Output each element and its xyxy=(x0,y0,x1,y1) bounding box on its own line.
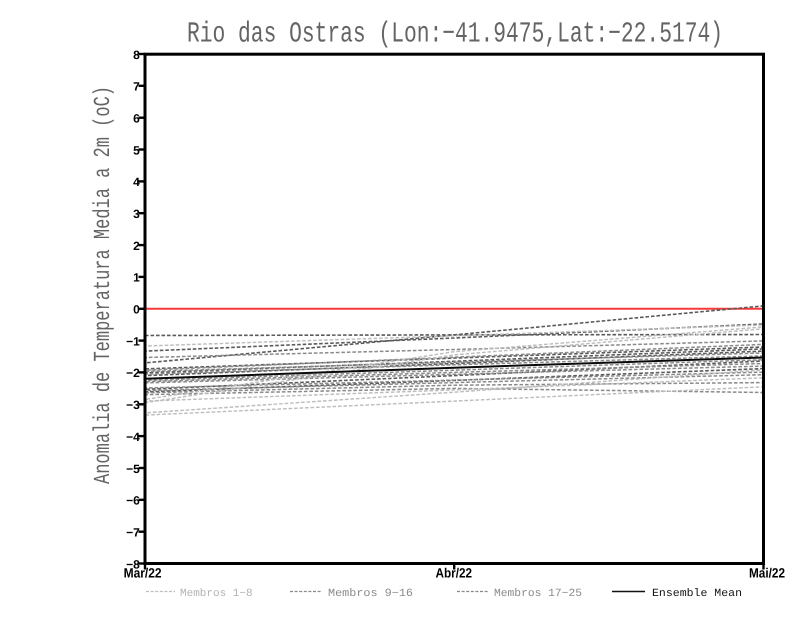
svg-text:Anomalia de Temperatura Media: Anomalia de Temperatura Media a 2m (oC) xyxy=(90,86,116,484)
svg-text:Abr/22: Abr/22 xyxy=(436,565,473,580)
svg-text:−2: −2 xyxy=(126,366,140,380)
svg-text:5: 5 xyxy=(133,143,140,157)
svg-text:−6: −6 xyxy=(126,494,140,508)
svg-text:6: 6 xyxy=(133,112,140,126)
svg-text:−8: −8 xyxy=(126,557,140,571)
svg-text:8: 8 xyxy=(133,48,140,62)
svg-text:Membros 1−8: Membros 1−8 xyxy=(180,588,253,600)
svg-text:−7: −7 xyxy=(126,526,140,540)
svg-text:4: 4 xyxy=(133,175,140,189)
svg-text:0: 0 xyxy=(133,303,140,317)
svg-text:−3: −3 xyxy=(126,398,140,412)
svg-text:Rio das Ostras (Lon:−41.9475,L: Rio das Ostras (Lon:−41.9475,Lat:−22.517… xyxy=(187,18,723,51)
svg-text:Membros 17−25: Membros 17−25 xyxy=(494,588,582,600)
svg-text:−4: −4 xyxy=(126,430,140,444)
svg-text:1: 1 xyxy=(133,271,140,285)
svg-text:7: 7 xyxy=(133,80,140,94)
svg-text:−5: −5 xyxy=(126,462,140,476)
svg-text:2: 2 xyxy=(133,239,140,253)
svg-text:Mai/22: Mai/22 xyxy=(749,565,785,580)
svg-text:Membros 9−16: Membros 9−16 xyxy=(328,588,413,600)
svg-text:Ensemble Mean: Ensemble Mean xyxy=(652,588,742,600)
svg-text:Mar/22: Mar/22 xyxy=(124,565,162,580)
svg-text:3: 3 xyxy=(133,207,140,221)
svg-text:−1: −1 xyxy=(126,334,140,348)
